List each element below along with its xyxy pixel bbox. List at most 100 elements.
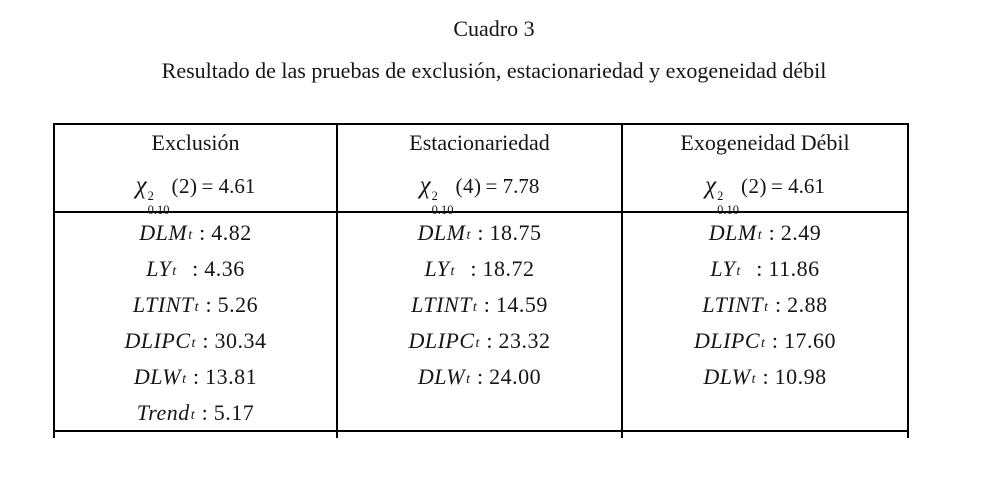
table-row: DLW t:10.98 (623, 359, 907, 395)
table-border-right (907, 123, 909, 438)
table-row: LTINT t:2.88 (623, 287, 907, 323)
colon-separator: : (483, 292, 490, 317)
table-row: DLIPC t:30.34 (55, 323, 336, 359)
column-header: Exogeneidad Débil (680, 130, 850, 155)
colon-separator: : (199, 220, 206, 245)
variable-subscript: t (475, 336, 480, 351)
chi-degrees-of-freedom: (2) (741, 174, 768, 198)
column-header: Exclusión (151, 130, 240, 155)
colon-separator: : (762, 364, 769, 389)
variable-name: DLW (703, 364, 751, 389)
colon-separator: : (205, 292, 212, 317)
table-row: DLM t:18.75 (338, 215, 621, 251)
chi-degrees-of-freedom: (2) (171, 174, 198, 198)
chi-critical-value: = 4.61 (201, 174, 256, 198)
chi-superscript-subscript: 2 0.10 (431, 189, 454, 218)
table-column-exogeneidad-debil: Exogeneidad Débil χ 2 0.10 (2) = 4.61 DLM t:2… (623, 125, 907, 430)
chi-critical-value: = 4.61 (771, 174, 825, 198)
table-row: DLIPC t:17.60 (623, 323, 907, 359)
test-statistic-value: 18.75 (489, 220, 542, 245)
test-statistic-value: 2.88 (787, 292, 828, 317)
variable-subscript: t (191, 336, 196, 351)
page-title: Cuadro 3 (453, 16, 535, 41)
column-body: DLM t:2.49 LY t:11.86 LTINT t:2.88 DLIPC t:17.6… (623, 215, 907, 395)
variable-subscript: t (751, 372, 756, 387)
table-column-estacionariedad: Estacionariedad χ 2 0.10 (4) = 7.78 DLM t:18.… (338, 125, 621, 430)
test-statistic-value: 14.59 (495, 292, 548, 317)
variable-subscript: t (466, 228, 471, 243)
colon-separator: : (768, 220, 775, 245)
test-statistic-value: 5.26 (217, 292, 259, 317)
table-row: LTINT t:5.26 (55, 287, 336, 323)
variable-name: LTINT (132, 292, 194, 317)
test-statistic-value: 5.17 (213, 400, 255, 425)
test-statistic-value: 11.86 (768, 256, 820, 281)
table-column-separator-1 (336, 123, 338, 438)
table-column-exclusion: Exclusión χ 2 0.10 (2) = 4.61 DLM t:4.82 LY t:4… (55, 125, 336, 430)
chi-subscript: 0.10 (717, 202, 740, 217)
table-row: DLW t:24.00 (338, 359, 621, 395)
variable-subscript: t (182, 372, 186, 387)
test-statistic-value: 4.82 (211, 220, 252, 245)
test-statistic-value: 10.98 (774, 364, 827, 389)
colon-separator: : (192, 364, 200, 389)
colon-separator: : (771, 328, 779, 353)
variable-name: DLIPC (124, 328, 191, 353)
variable-name: LTINT (702, 292, 764, 317)
variable-name: LTINT (411, 292, 472, 317)
variable-name: DLW (133, 364, 182, 389)
page-subtitle: Resultado de las pruebas de exclusión, e… (161, 58, 827, 83)
table-header-separator (53, 211, 909, 213)
test-statistic-value: 2.49 (780, 220, 822, 245)
test-statistic-value: 4.36 (204, 256, 245, 281)
chi-subscript: 0.10 (147, 202, 170, 217)
test-statistic-value: 23.32 (498, 328, 551, 353)
variable-name: DLW (417, 364, 466, 389)
table-border-bottom (53, 430, 909, 432)
chi-critical-value: = 7.78 (485, 174, 540, 198)
variable-subscript: t (188, 228, 193, 243)
colon-separator: : (486, 328, 493, 353)
table-row: LY t:4.36 (55, 251, 336, 287)
colon-separator: : (756, 256, 763, 281)
variable-name: DLIPC (693, 328, 761, 353)
table-row: DLW t:13.81 (55, 359, 336, 395)
chi-symbol: χ (135, 172, 147, 199)
table-column-separator-2 (621, 123, 623, 438)
variable-subscript: t (736, 264, 741, 279)
variable-subscript: t (472, 300, 477, 315)
table-border-top (53, 123, 909, 125)
table-row: LY t:18.72 (338, 251, 621, 287)
variable-name: LY (710, 256, 736, 281)
chi-degrees-of-freedom: (4) (455, 174, 482, 198)
variable-name: DLIPC (408, 328, 475, 353)
chi-superscript: 2 (717, 189, 724, 203)
variable-name: DLM (708, 220, 757, 245)
variable-subscript: t (450, 264, 455, 279)
variable-subscript: t (194, 300, 199, 315)
colon-separator: : (470, 256, 477, 281)
variable-subscript: t (761, 336, 765, 351)
variable-name: LY (424, 256, 450, 281)
test-statistic-value: 24.00 (489, 364, 542, 389)
test-statistic-value: 13.81 (205, 364, 258, 389)
colon-separator: : (775, 292, 782, 317)
colon-separator: : (201, 400, 208, 425)
variable-name: Trend (136, 400, 190, 425)
test-statistic-value: 30.34 (214, 328, 267, 353)
column-header: Estacionariedad (409, 130, 550, 155)
column-body: DLM t:18.75 LY t:18.72 LTINT t:14.59 DLIPC t:23… (338, 215, 621, 395)
chi-superscript: 2 (431, 189, 438, 203)
table-row: LTINT t:14.59 (338, 287, 621, 323)
colon-separator: : (202, 328, 209, 353)
test-statistic-value: 17.60 (784, 328, 837, 353)
table-border-left (53, 123, 55, 438)
chi-superscript: 2 (147, 189, 154, 203)
variable-subscript: t (172, 264, 177, 279)
colon-separator: : (192, 256, 199, 281)
chi-square-critical-value: χ 2 0.10 (2) = 4.61 (623, 172, 907, 218)
chi-square-critical-value: χ 2 0.10 (4) = 7.78 (338, 172, 621, 218)
column-body: DLM t:4.82 LY t:4.36 LTINT t:5.26 DLIPC t:30.34… (55, 215, 336, 431)
test-statistic-value: 18.72 (482, 256, 535, 281)
